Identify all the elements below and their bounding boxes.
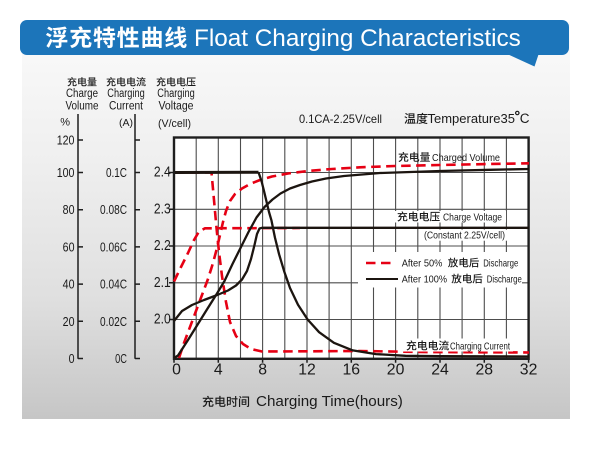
- svg-text:120: 120: [57, 133, 75, 148]
- svg-text:80: 80: [63, 202, 75, 217]
- svg-text:16: 16: [343, 362, 361, 379]
- svg-text:0: 0: [69, 351, 75, 366]
- svg-text:2.4: 2.4: [154, 165, 171, 181]
- svg-text:0.08C: 0.08C: [100, 202, 127, 217]
- svg-text:Charging Current: Charging Current: [450, 341, 510, 353]
- svg-text:24: 24: [431, 362, 449, 379]
- svg-text:Charge: Charge: [66, 88, 98, 100]
- svg-text:2.1: 2.1: [154, 275, 171, 291]
- svg-text:60: 60: [63, 239, 75, 254]
- svg-text:Charging: Charging: [157, 88, 194, 100]
- svg-text:After 50%: After 50%: [402, 258, 443, 270]
- svg-text:Float Charging Characteristics: Float Charging Characteristics: [194, 25, 521, 52]
- svg-text:20: 20: [63, 314, 75, 329]
- svg-text:40: 40: [63, 277, 75, 292]
- svg-text:100: 100: [57, 165, 75, 180]
- svg-text:0C: 0C: [115, 351, 127, 366]
- svg-text:28: 28: [476, 362, 494, 379]
- svg-text:32: 32: [520, 362, 538, 379]
- svg-text:Current: Current: [109, 101, 144, 113]
- svg-text:8: 8: [258, 362, 267, 379]
- svg-text:Charge Voltage: Charge Voltage: [443, 212, 502, 224]
- svg-text:0: 0: [172, 362, 181, 379]
- svg-text:0.02C: 0.02C: [100, 314, 127, 329]
- svg-text:Charging Time(hours): Charging Time(hours): [256, 393, 403, 410]
- svg-text:4: 4: [214, 362, 223, 379]
- svg-text:(V/cell): (V/cell): [158, 118, 191, 130]
- svg-text:Discharge: Discharge: [487, 274, 522, 286]
- svg-text:Temperature35: Temperature35: [428, 111, 515, 126]
- svg-text:0.1CA-2.25V/cell: 0.1CA-2.25V/cell: [299, 112, 382, 126]
- svg-text:2.3: 2.3: [154, 201, 171, 217]
- svg-text:2.0: 2.0: [154, 312, 171, 328]
- svg-text:0.04C: 0.04C: [100, 277, 127, 292]
- svg-text:2.2: 2.2: [154, 238, 171, 254]
- svg-text:%: %: [60, 117, 70, 129]
- svg-text:C: C: [520, 111, 530, 126]
- svg-text:Voltage: Voltage: [159, 101, 194, 113]
- svg-text:After 100%: After 100%: [402, 274, 447, 286]
- svg-text:Charging: Charging: [107, 88, 144, 100]
- svg-text:(A): (A): [119, 117, 133, 129]
- svg-text:Volume: Volume: [66, 101, 99, 113]
- svg-text:0.06C: 0.06C: [100, 239, 127, 254]
- svg-text:0.1C: 0.1C: [106, 165, 127, 180]
- svg-text:Charged Volume: Charged Volume: [432, 152, 500, 164]
- svg-text:(Constant 2.25V/cell): (Constant 2.25V/cell): [424, 231, 505, 242]
- svg-text:12: 12: [298, 362, 316, 379]
- svg-text:Discharge: Discharge: [483, 258, 518, 270]
- svg-text:20: 20: [387, 362, 405, 379]
